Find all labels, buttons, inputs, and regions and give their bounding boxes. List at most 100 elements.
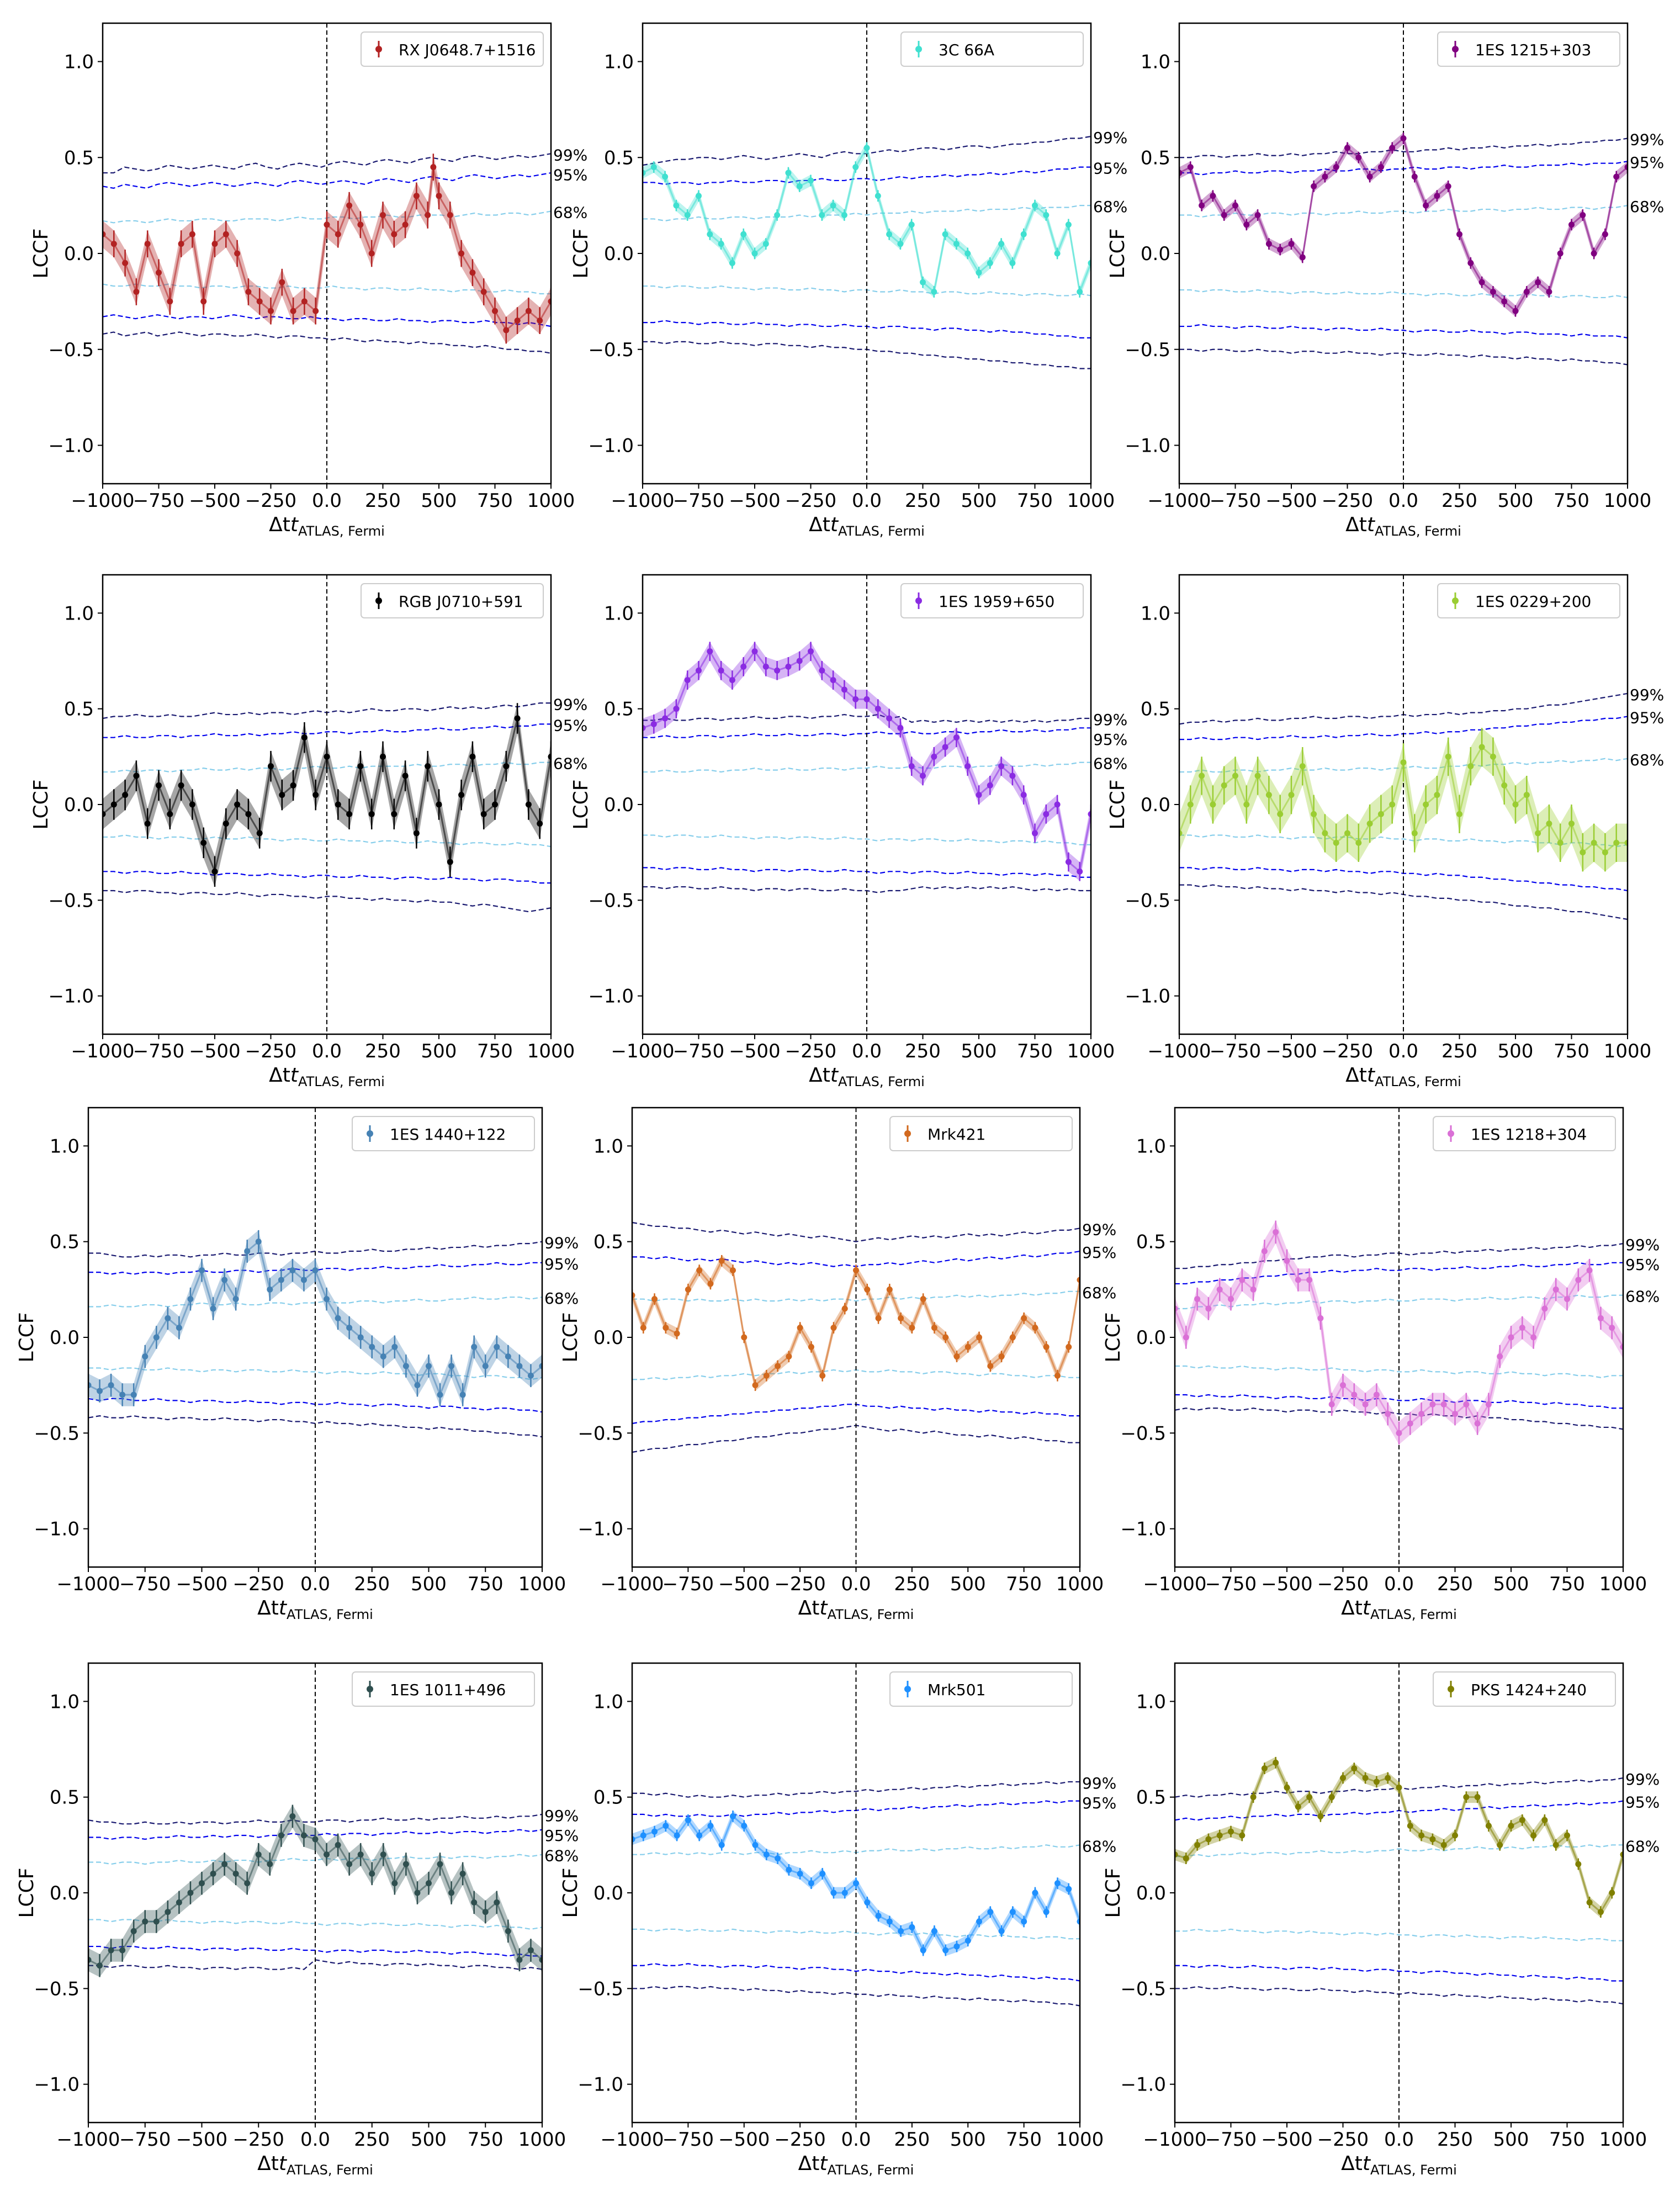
lccf-point bbox=[707, 648, 713, 655]
lccf-point bbox=[268, 763, 274, 770]
x-tick-label: 1000 bbox=[1604, 490, 1652, 512]
lccf-point bbox=[976, 1334, 983, 1341]
lccf-point bbox=[324, 1851, 330, 1858]
lccf-point bbox=[1485, 1823, 1492, 1829]
sig-68-lower-line bbox=[1175, 1365, 1623, 1378]
lccf-point bbox=[200, 839, 207, 846]
lccf-point bbox=[785, 170, 792, 176]
y-tick-label: 0.5 bbox=[604, 698, 634, 721]
lccf-point bbox=[1609, 1890, 1615, 1896]
lccf-point bbox=[469, 753, 476, 760]
sig-68-upper-line bbox=[1175, 1294, 1623, 1310]
lccf-point bbox=[1535, 279, 1541, 285]
lccf-point bbox=[774, 667, 781, 674]
sig-68-upper-line bbox=[643, 205, 1091, 222]
significance-label-68: 68% bbox=[1630, 751, 1664, 769]
lccf-point bbox=[503, 327, 510, 334]
lccf-point bbox=[1568, 221, 1575, 228]
x-tick-label: −1000 bbox=[1143, 1573, 1206, 1595]
x-tick-label: −500 bbox=[1261, 2129, 1312, 2151]
lccf-point bbox=[1411, 173, 1418, 180]
lccf-point bbox=[1512, 801, 1519, 808]
lccf-point bbox=[1179, 830, 1183, 837]
x-tick-label: −1000 bbox=[71, 490, 134, 512]
lccf-point bbox=[1467, 763, 1474, 770]
legend-box bbox=[352, 1671, 535, 1707]
lccf-point bbox=[1322, 173, 1328, 180]
lccf-point bbox=[1519, 1325, 1525, 1331]
lccf-point bbox=[998, 241, 1005, 247]
x-tick-label: 500 bbox=[421, 490, 457, 512]
lccf-point bbox=[1497, 1353, 1503, 1360]
lccf-point bbox=[459, 1391, 466, 1398]
lccf-point bbox=[300, 1277, 307, 1283]
lccf-point bbox=[1183, 1855, 1189, 1862]
sig-68-lower-line bbox=[1179, 289, 1628, 299]
y-tick-label: −0.5 bbox=[577, 1422, 623, 1444]
lccf-point bbox=[1366, 821, 1373, 827]
lccf-point bbox=[278, 1832, 284, 1839]
lccf-point bbox=[964, 1343, 971, 1350]
sig-99-lower-line bbox=[103, 890, 551, 913]
lccf-point bbox=[244, 1880, 251, 1887]
lccf-point bbox=[300, 1832, 307, 1839]
x-tick-label: −750 bbox=[119, 1573, 171, 1595]
legend-marker bbox=[915, 46, 922, 52]
lccf-point bbox=[1020, 231, 1027, 237]
lccf-point bbox=[234, 250, 241, 257]
x-tick-label: −250 bbox=[1322, 490, 1373, 512]
lccf-point bbox=[458, 792, 465, 798]
lccf-point bbox=[211, 241, 218, 247]
lccf-point bbox=[651, 1296, 658, 1303]
y-axis-label: LCCF bbox=[559, 1867, 582, 1918]
x-tick-label: −1000 bbox=[56, 1573, 120, 1595]
lccf-point bbox=[976, 1918, 983, 1925]
lccf-point bbox=[244, 1248, 251, 1255]
x-tick-label: 750 bbox=[477, 490, 513, 512]
lccf-point bbox=[1277, 811, 1284, 817]
lccf-point bbox=[976, 269, 982, 276]
x-tick-label: −250 bbox=[774, 2129, 825, 2151]
lccf-point bbox=[1423, 801, 1429, 808]
x-tick-label: 1000 bbox=[1056, 1573, 1104, 1595]
lccf-point bbox=[1508, 1823, 1514, 1829]
lccf-point bbox=[346, 811, 353, 817]
lccf-point bbox=[909, 1325, 915, 1331]
lccf-point bbox=[1373, 1779, 1380, 1785]
lccf-point bbox=[931, 1928, 937, 1934]
x-tick-label: 250 bbox=[1437, 2129, 1473, 2151]
lccf-point bbox=[953, 1353, 960, 1360]
lccf-point bbox=[480, 289, 487, 295]
x-tick-label: 250 bbox=[365, 1040, 401, 1062]
lccf-point bbox=[650, 164, 657, 171]
lccf-point bbox=[380, 212, 386, 218]
lccf-point bbox=[729, 677, 735, 684]
lccf-point bbox=[221, 1861, 228, 1867]
lccf-point bbox=[505, 1353, 511, 1360]
lccf-point bbox=[1243, 801, 1250, 808]
lccf-point bbox=[920, 772, 926, 779]
legend-box bbox=[889, 1116, 1073, 1151]
lccf-point bbox=[458, 250, 465, 257]
x-tick-label: 250 bbox=[905, 1040, 941, 1062]
lccf-point bbox=[1552, 1841, 1559, 1848]
x-tick-label: −1000 bbox=[71, 1040, 134, 1062]
lccf-point bbox=[1463, 1401, 1470, 1407]
x-axis-label: ΔttATLAS, Fermi bbox=[269, 514, 385, 539]
lccf-point bbox=[1355, 839, 1362, 846]
legend-marker bbox=[904, 1130, 911, 1137]
lccf-point bbox=[514, 317, 521, 324]
legend-marker bbox=[367, 1130, 373, 1137]
lccf-point bbox=[255, 1851, 262, 1858]
lccf-point bbox=[1187, 801, 1194, 808]
y-axis-label: LCCF bbox=[1102, 1312, 1125, 1362]
lccf-point bbox=[707, 1280, 714, 1287]
lccf-point bbox=[167, 298, 173, 305]
lccf-point bbox=[852, 696, 859, 702]
x-tick-label: 0.0 bbox=[852, 1040, 882, 1062]
lccf-point bbox=[1333, 164, 1339, 171]
x-tick-label: 1000 bbox=[1056, 2129, 1104, 2151]
lccf-point bbox=[1602, 231, 1608, 237]
lccf-point bbox=[391, 231, 398, 237]
y-tick-label: 1.0 bbox=[64, 602, 94, 625]
